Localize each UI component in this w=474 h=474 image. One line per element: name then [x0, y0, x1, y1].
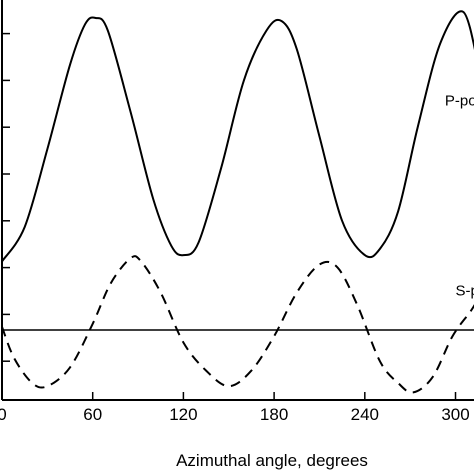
- x-tick-label: 60: [83, 405, 102, 424]
- axes: 0 60 120 180 240 300: [0, 0, 474, 424]
- x-tick-label: 240: [351, 405, 379, 424]
- plot-area: P-pol S-pol: [1, 10, 474, 394]
- series-line-s-pol: [1, 255, 474, 394]
- series-line-p-pol: [1, 10, 474, 262]
- x-tick-label: 120: [169, 405, 197, 424]
- x-tick-label: 180: [260, 405, 288, 424]
- series-label: S-pol: [456, 283, 474, 300]
- x-tick-label: 300: [441, 405, 469, 424]
- series-label: P-pol: [445, 92, 474, 109]
- x-axis-title: Azimuthal angle, degrees: [176, 451, 368, 470]
- x-tick-label: 0: [0, 405, 7, 424]
